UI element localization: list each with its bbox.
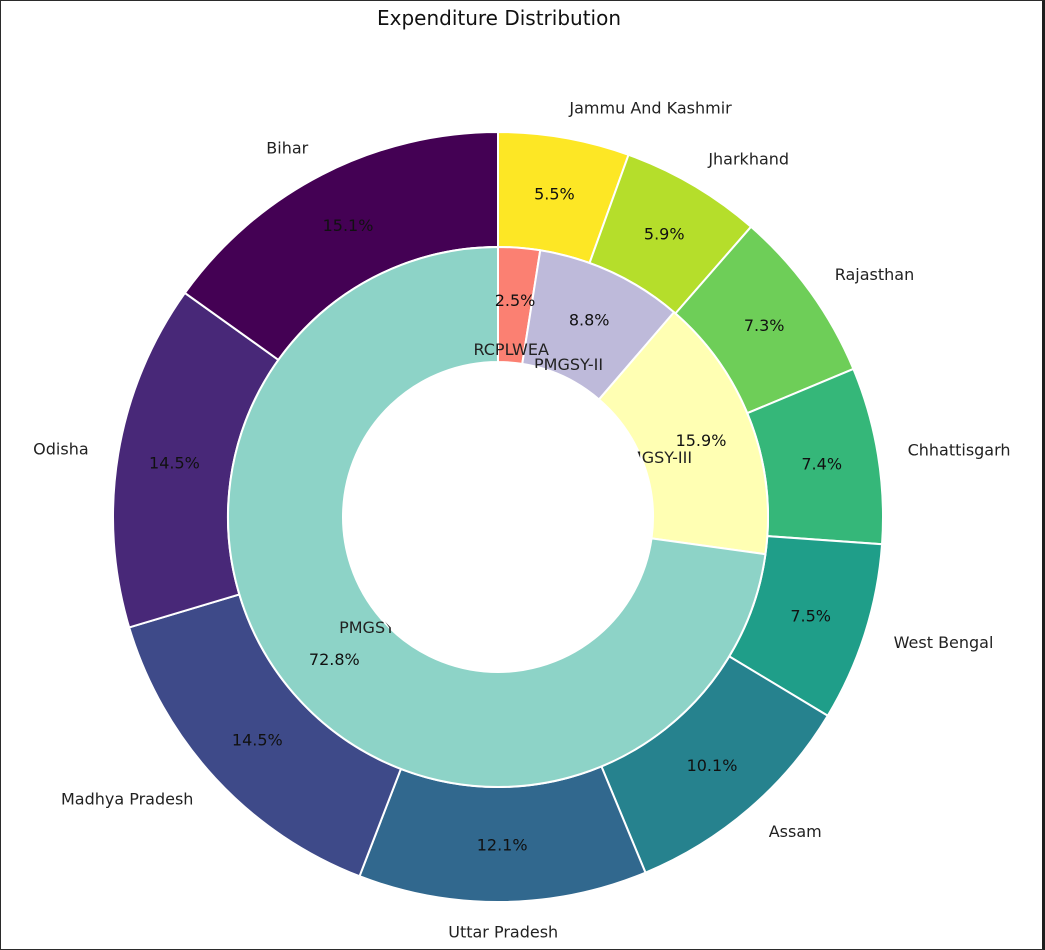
outer_ring-pct-uttar-pradesh: 12.1%: [477, 835, 528, 854]
outer_ring-label-rajasthan: Rajasthan: [835, 265, 915, 284]
outer_ring-label-jammu-and-kashmir: Jammu And Kashmir: [568, 99, 732, 118]
inner_ring-pct-pmgsy-iii: 15.9%: [676, 431, 727, 450]
inner_ring-pct-pmgsy-ii: 8.8%: [569, 311, 610, 330]
inner_ring-slice-pmgsy-ii: [521, 249, 676, 401]
outer_ring-pct-jharkhand: 5.9%: [644, 225, 685, 244]
inner_ring-slice-pmgsy-i: [227, 245, 767, 788]
inner_ring-pct-rcplwea: 2.5%: [495, 291, 536, 310]
outer_ring-label-odisha: Odisha: [33, 439, 88, 458]
outer_ring-label-west-bengal: West Bengal: [894, 633, 994, 652]
outer_ring-label-chhattisgarh: Chhattisgarh: [908, 441, 1011, 460]
outer_ring-pct-bihar: 15.1%: [323, 216, 374, 235]
outer_ring-pct-rajasthan: 7.3%: [744, 316, 785, 335]
outer_ring-label-madhya-pradesh: Madhya Pradesh: [61, 789, 194, 808]
outer_ring-label-uttar-pradesh: Uttar Pradesh: [448, 922, 558, 941]
outer_ring-pct-madhya-pradesh: 14.5%: [232, 730, 283, 749]
donut-hole: [344, 363, 652, 671]
inner_ring-label-rcplwea: RCPLWEA: [473, 340, 549, 359]
outer_ring-pct-chhattisgarh: 7.4%: [801, 455, 842, 474]
outer_ring-label-bihar: Bihar: [266, 138, 308, 157]
outer_ring-label-jharkhand: Jharkhand: [707, 150, 789, 169]
outer_ring-pct-west-bengal: 7.5%: [790, 607, 831, 626]
inner_ring-pct-pmgsy-i: 72.8%: [309, 650, 360, 669]
outer_ring-pct-assam: 10.1%: [687, 756, 738, 775]
inner_ring-slice-pmgsy-iii: [597, 310, 769, 556]
chart-title: Expenditure Distribution: [376, 6, 622, 30]
outer_ring-pct-odisha: 14.5%: [149, 454, 200, 473]
outer_ring-pct-jammu-and-kashmir: 5.5%: [534, 184, 575, 203]
outer_ring-label-assam: Assam: [769, 822, 822, 841]
inner_ring-label-pmgsy-ii: PMGSY-II: [534, 355, 603, 374]
